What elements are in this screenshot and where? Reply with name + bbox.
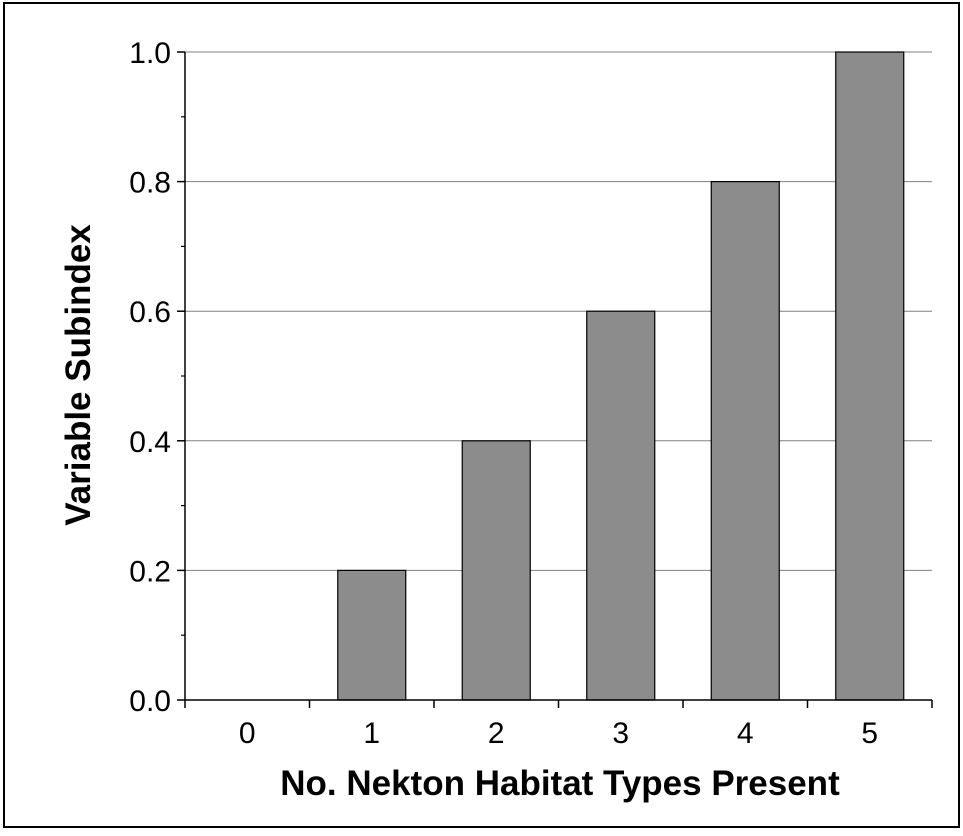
x-tick-label-2: 2	[488, 717, 505, 750]
bar-3	[586, 310, 656, 701]
y-tick-label-3: 0.6	[129, 296, 171, 329]
bar-1	[337, 569, 407, 701]
x-tick-label-5: 5	[861, 717, 878, 750]
y-tick-label-2: 0.4	[129, 426, 171, 459]
x-tick-label-0: 0	[239, 717, 256, 750]
bar-4	[710, 181, 780, 701]
x-tick-label-1: 1	[363, 717, 380, 750]
axes	[177, 51, 933, 708]
tick-labels: 0.0 0.2 0.4 0.6 0.8 1.0 0 1 2 3 4 5	[129, 37, 878, 750]
x-axis-title: No. Nekton Habitat Types Present	[280, 764, 840, 803]
y-tick-label-4: 0.8	[129, 167, 171, 200]
x-tick-label-4: 4	[737, 717, 754, 750]
x-tick-label-3: 3	[612, 717, 629, 750]
bar-2	[461, 440, 531, 701]
y-axis-title: Variable Subindex	[59, 224, 98, 526]
y-tick-label-5: 1.0	[129, 37, 171, 70]
bars	[337, 51, 905, 701]
gridlines	[185, 51, 932, 571]
y-tick-label-0: 0.0	[129, 685, 171, 718]
y-tick-label-1: 0.2	[129, 555, 171, 588]
bar-5	[835, 51, 905, 701]
